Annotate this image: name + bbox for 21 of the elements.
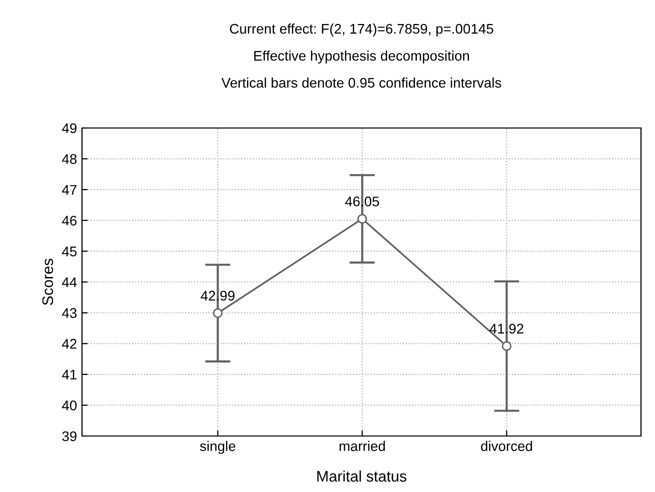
y-tick-label: 45 bbox=[62, 246, 77, 256]
point bbox=[502, 341, 512, 351]
y-tick-label: 40 bbox=[62, 400, 77, 410]
y-axis-title: Scores bbox=[42, 258, 54, 306]
point bbox=[212, 308, 223, 318]
y-tick-label: 44 bbox=[62, 277, 77, 288]
y-tick-label: 41 bbox=[62, 370, 76, 380]
y-tick-label: 47 bbox=[62, 185, 76, 195]
y-tick-label: 39 bbox=[62, 431, 76, 442]
x-axis-title: Marital status bbox=[317, 470, 406, 482]
y-tick-label: 46 bbox=[62, 216, 77, 226]
chart-title: Current effect: F(2, 174)=6.7859, p=.00145 bbox=[230, 24, 494, 36]
chart-subtitle: Effective hypothesis decomposition Vertical bars denote 0.95 confidence intervals bbox=[221, 50, 502, 88]
x-tick-label: married bbox=[340, 440, 385, 452]
point bbox=[357, 214, 368, 224]
y-tick-label: 43 bbox=[62, 308, 77, 318]
x-tick-label: single bbox=[200, 440, 236, 454]
y-tick-label: 48 bbox=[62, 154, 77, 164]
x-tick-label: divorced bbox=[481, 440, 532, 452]
y-tick-label: 42 bbox=[62, 338, 76, 349]
y-tick-label: 49 bbox=[62, 123, 76, 134]
